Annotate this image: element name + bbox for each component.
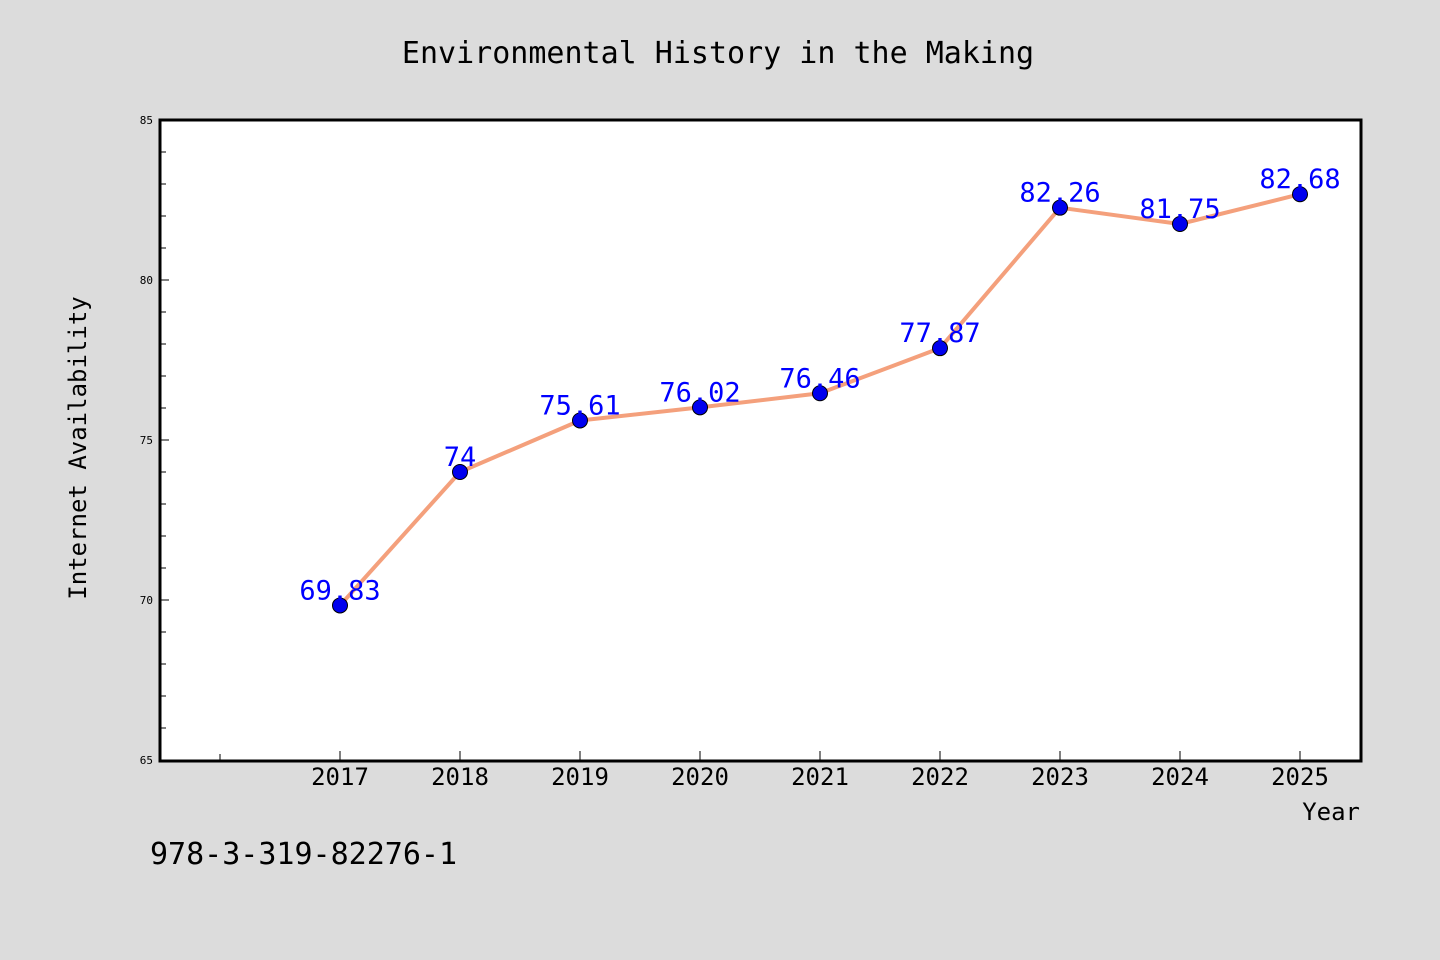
y-axis: 65 70 75 80 85: [140, 114, 169, 767]
data-label: 82.26: [1019, 178, 1100, 209]
y-tick-label: 75: [140, 434, 153, 447]
y-tick-label: 65: [140, 754, 153, 767]
x-tick-label: 2020: [671, 763, 729, 791]
chart-title: Environmental History in the Making: [402, 36, 1034, 71]
data-point: [1052, 199, 1068, 216]
data-label: 75.61: [539, 390, 620, 421]
data-label: 76.46: [779, 363, 860, 394]
data-point: [932, 340, 948, 357]
x-tick-label: 2018: [431, 763, 489, 791]
x-tick-label: 2024: [1151, 763, 1209, 791]
y-tick-label: 70: [140, 594, 153, 607]
data-point: [572, 412, 588, 429]
x-tick-label: 2017: [311, 763, 369, 791]
data-point: [812, 385, 828, 402]
data-label: 77.87: [899, 318, 980, 349]
data-point: [452, 464, 468, 480]
series-group: 69.83 74 75.61 76.02 76.46 77.87 82.26 81.75 82.…: [299, 164, 1341, 614]
data-label: 81.75: [1139, 194, 1220, 225]
x-tick-label: 2019: [551, 763, 609, 791]
x-tick-label: 2021: [791, 763, 849, 791]
data-label: 74: [444, 442, 477, 473]
x-axis: 2017 2018 2019 2020 2021 2022 2023 2024 2025: [219, 751, 1329, 791]
x-axis-label: Year: [1302, 798, 1360, 826]
plot-area: [158, 118, 1363, 763]
y-axis-label: Internet Availability: [64, 296, 92, 599]
data-label: 69.83: [299, 575, 380, 606]
data-label: 76.02: [659, 377, 740, 408]
y-tick-label: 80: [140, 274, 153, 287]
isbn-text: 978-3-319-82276-1: [150, 837, 457, 872]
x-tick-label: 2022: [911, 763, 969, 791]
data-point: [692, 399, 708, 416]
data-point: [1172, 216, 1188, 232]
y-tick-label: 85: [140, 114, 153, 127]
x-tick-label: 2023: [1031, 763, 1089, 791]
data-point: [1292, 186, 1308, 203]
x-tick-label: 2025: [1271, 763, 1329, 791]
data-label: 82.68: [1259, 164, 1340, 195]
data-point: [332, 597, 348, 614]
